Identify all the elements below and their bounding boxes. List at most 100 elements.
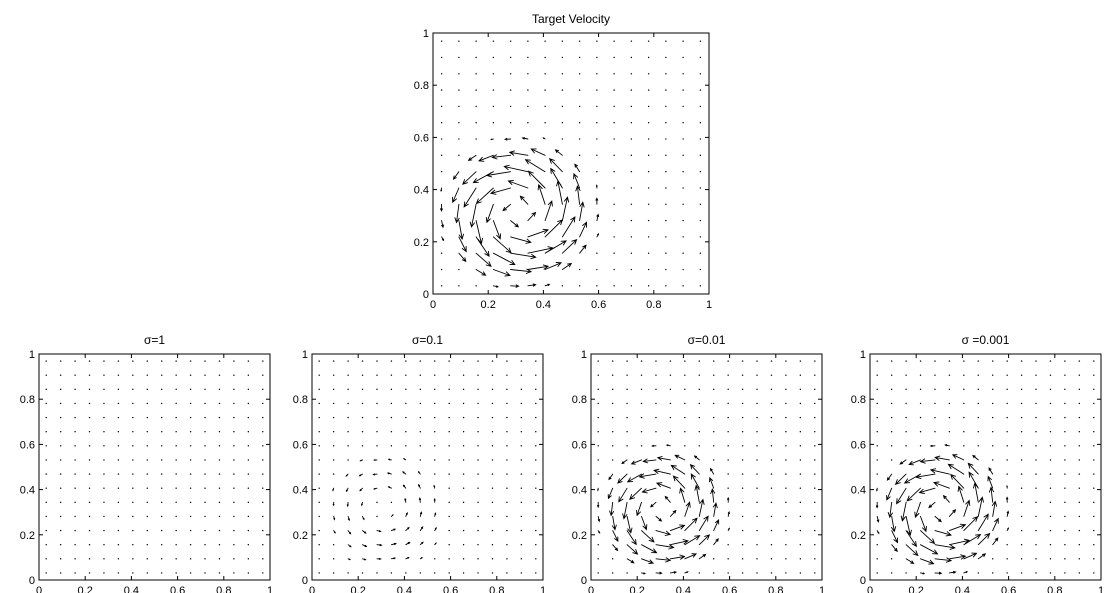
quiver-arrow: [597, 558, 599, 560]
quiver-arrow: [950, 473, 965, 489]
quiver-arrow: [630, 268, 633, 271]
quiver-arrow: [506, 430, 508, 433]
quiver-arrow: [434, 527, 437, 532]
quiver-arrow: [682, 170, 684, 173]
quiver-arrow: [402, 471, 407, 475]
quiver-arrow: [485, 203, 494, 224]
quiver-arrow: [575, 185, 581, 205]
quiver-arrow: [665, 170, 667, 173]
quiver-arrow: [814, 430, 816, 433]
quiver-arrow: [117, 430, 120, 433]
quiver-arrow: [684, 445, 686, 447]
quiver-arrow: [1064, 374, 1066, 376]
quiver-arrow: [630, 219, 633, 222]
quiver-arrow: [799, 501, 802, 504]
quiver-arrow: [630, 236, 633, 238]
quiver-arrow: [770, 558, 773, 560]
quiver-arrow: [785, 360, 787, 362]
axes-frame: [590, 353, 823, 581]
quiver-arrow: [770, 430, 773, 433]
quiver-arrow: [262, 487, 264, 489]
quiver-arrow: [247, 473, 250, 475]
quiver-arrow: [462, 416, 465, 419]
quiver-arrow: [492, 220, 502, 240]
x-tick-label: 0.6: [591, 299, 606, 311]
quiver-arrow: [405, 445, 407, 447]
quiver-arrow: [948, 538, 971, 546]
quiver-arrow: [318, 473, 320, 475]
quiver-arrow: [491, 374, 494, 376]
quiver-arrow: [630, 122, 633, 124]
quiver-arrow: [963, 402, 965, 405]
quiver-arrow: [561, 89, 564, 91]
quiver-arrow: [492, 122, 495, 124]
quiver-arrow: [890, 374, 893, 376]
quiver-arrow: [506, 558, 508, 560]
quiver-arrow: [785, 529, 787, 532]
quiver-arrow: [132, 388, 134, 391]
quiver-arrow: [332, 430, 335, 433]
quiver-arrow: [440, 252, 443, 254]
quiver-arrow: [462, 445, 465, 447]
quiver-arrow: [74, 402, 76, 405]
quiver-arrow: [785, 501, 787, 504]
quiver-arrow: [390, 572, 393, 574]
quiver-arrow: [876, 402, 878, 405]
quiver-arrow: [492, 56, 495, 59]
quiver-arrow: [561, 122, 564, 124]
quiver-arrow: [74, 360, 76, 362]
quiver-arrow: [448, 374, 450, 376]
quiver-arrow: [682, 105, 684, 108]
quiver-arrow: [626, 473, 642, 483]
quiver-arrow: [103, 529, 105, 532]
quiver-arrow: [510, 252, 537, 260]
quiver-arrow: [987, 475, 994, 489]
quiver-arrow: [117, 445, 120, 447]
quiver-arrow: [347, 374, 349, 376]
quiver-arrow: [132, 543, 134, 546]
quiver-arrow: [405, 360, 407, 362]
quiver-arrow: [626, 515, 633, 534]
quiver-arrow: [906, 487, 921, 502]
quiver-arrow: [204, 558, 206, 560]
quiver-arrow: [161, 558, 163, 560]
quiver-arrow: [630, 56, 633, 59]
quiver-arrow: [1064, 572, 1066, 574]
quiver-arrow: [175, 487, 177, 489]
quiver-arrow: [524, 159, 546, 173]
quiver-arrow: [1049, 459, 1052, 461]
quiver-arrow: [875, 501, 879, 509]
quiver-arrow: [890, 402, 893, 405]
quiver-arrow: [74, 430, 76, 433]
quiver-arrow: [189, 374, 192, 376]
quiver-arrow: [963, 374, 965, 376]
quiver-arrow: [770, 572, 773, 574]
quiver-arrow: [117, 402, 120, 405]
quiver-arrow: [390, 402, 393, 405]
quiver-arrow: [665, 219, 667, 222]
quiver-arrow: [361, 430, 364, 433]
quiver-arrow: [713, 558, 715, 560]
quiver-arrow: [972, 454, 979, 461]
quiver-arrow: [477, 430, 479, 433]
quiver-arrow: [491, 416, 494, 419]
quiver-arrow: [376, 543, 383, 547]
quiver-arrow: [682, 122, 684, 124]
quiver-arrow: [1049, 360, 1052, 362]
quiver-arrow: [506, 501, 508, 504]
quiver-arrow: [596, 73, 598, 75]
quiver-arrow: [876, 543, 878, 546]
quiver-arrow: [318, 388, 320, 391]
quiver-arrow: [462, 572, 465, 574]
quiver-arrow: [713, 388, 715, 391]
quiver-arrow: [741, 529, 744, 532]
quiver-arrow: [944, 444, 950, 447]
quiver-arrow: [318, 543, 320, 546]
quiver-arrow: [561, 138, 564, 140]
quiver-arrow: [596, 89, 598, 91]
quiver-arrow: [574, 163, 581, 173]
quiver-arrow: [741, 374, 744, 376]
quiver-arrow: [477, 388, 479, 391]
quiver-arrow: [1093, 558, 1095, 560]
